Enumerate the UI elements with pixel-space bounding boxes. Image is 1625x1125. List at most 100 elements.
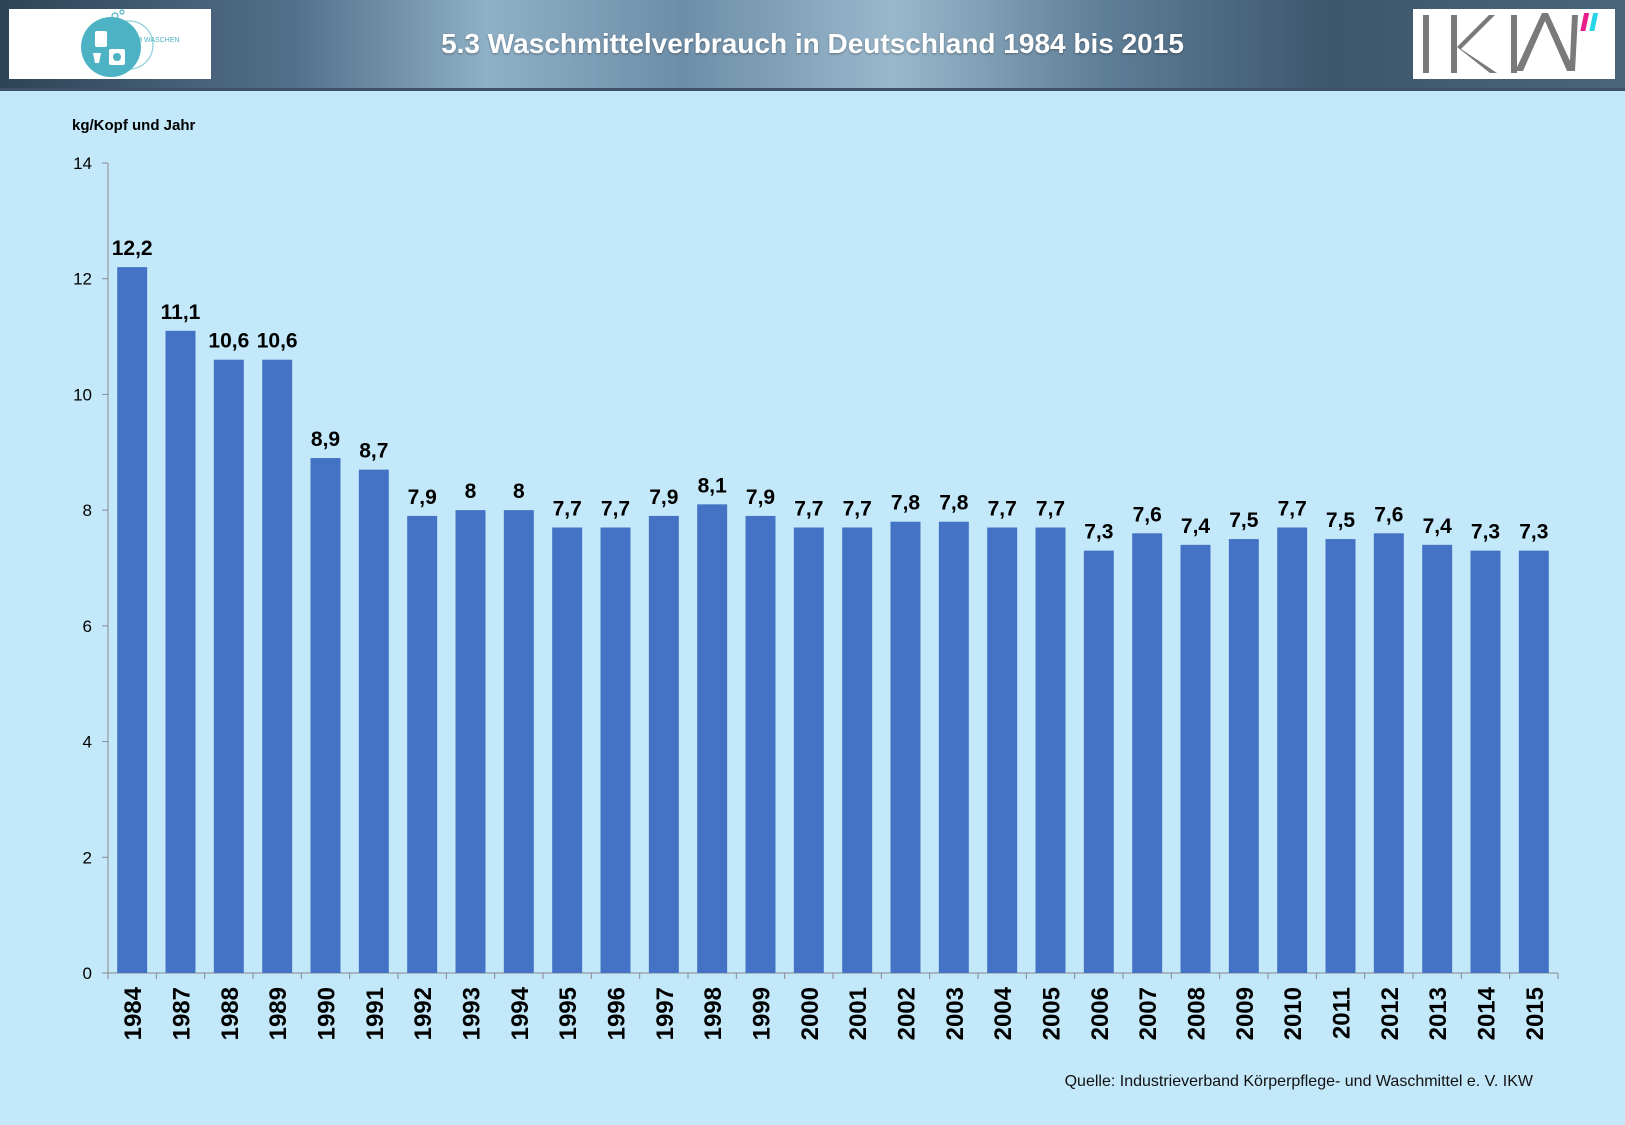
x-tick-label: 2003: [942, 987, 969, 1040]
bar: [987, 527, 1018, 973]
bar-value-label: 7,9: [649, 486, 678, 509]
x-tick-label: 1989: [265, 987, 292, 1040]
y-tick-label: 0: [83, 964, 92, 983]
bar: [1422, 544, 1453, 973]
x-tick-label: 1995: [555, 987, 582, 1040]
bar: [938, 521, 969, 973]
bar: [1083, 550, 1114, 973]
bar-value-label: 7,7: [988, 498, 1017, 521]
bar-value-label: 8: [465, 480, 477, 503]
x-tick-label: 2012: [1377, 987, 1404, 1040]
bar: [1470, 550, 1501, 973]
bar: [1325, 539, 1356, 973]
x-tick-label: 2006: [1087, 987, 1114, 1040]
bar-value-label: 10,6: [208, 330, 249, 353]
bar-value-label: 7,7: [601, 498, 630, 521]
x-tick-label: 1991: [362, 987, 389, 1040]
y-tick-label: 2: [83, 848, 92, 867]
bar-value-label: 8,9: [311, 428, 340, 451]
bar: [213, 359, 244, 973]
ikw-logo: IKW: [1413, 9, 1615, 79]
bar-value-label: 7,5: [1326, 509, 1356, 532]
bar: [310, 458, 341, 974]
bar: [552, 527, 583, 973]
x-tick-label: 1984: [120, 986, 147, 1040]
bar-value-label: 10,6: [257, 330, 298, 353]
y-tick-label: 4: [83, 733, 92, 752]
x-tick-label: 1992: [410, 987, 437, 1040]
bar-value-label: 7,9: [408, 486, 437, 509]
bar-value-label: 7,6: [1374, 503, 1403, 526]
x-tick-label: 1993: [459, 987, 486, 1040]
x-tick-label: 2000: [797, 987, 824, 1040]
bar: [117, 267, 148, 974]
bar: [358, 469, 389, 973]
bar-value-label: 7,7: [843, 498, 872, 521]
bar: [1132, 533, 1163, 973]
bar: [600, 527, 631, 973]
header-banner: [0, 0, 1625, 91]
bar-value-label: 7,7: [794, 498, 823, 521]
bar: [648, 515, 679, 973]
bar-value-label: 7,3: [1084, 521, 1113, 544]
source-note: Quelle: Industrieverband Körperpflege- u…: [1064, 1073, 1533, 1090]
bar: [793, 527, 824, 973]
bar-value-label: 7,8: [939, 492, 969, 515]
x-tick-label: 2015: [1522, 987, 1549, 1040]
bar-value-label: 7,6: [1133, 503, 1162, 526]
x-tick-label: 2014: [1474, 986, 1501, 1040]
x-tick-label: 2007: [1135, 987, 1162, 1040]
x-tick-label: 1996: [604, 987, 631, 1040]
bar-value-label: 8,1: [698, 474, 728, 497]
bar-value-label: 7,8: [891, 492, 921, 515]
x-tick-label: 2009: [1232, 987, 1259, 1040]
bar-value-label: 7,3: [1471, 521, 1500, 544]
bar-value-label: 8,7: [359, 440, 388, 463]
bar: [262, 359, 293, 973]
x-tick-label: 1994: [507, 986, 534, 1040]
x-tick-label: 2001: [845, 987, 872, 1040]
logo-left-text: FORUM WASCHEN: [116, 37, 179, 44]
bar: [697, 504, 728, 973]
bar-value-label: 12,2: [112, 237, 153, 260]
bar: [1373, 533, 1404, 973]
x-tick-label: 2004: [990, 986, 1017, 1040]
bar-value-label: 11,1: [161, 301, 201, 324]
x-tick-label: 2005: [1039, 987, 1066, 1040]
bar: [1035, 527, 1066, 973]
bar-value-label: 7,7: [1036, 498, 1065, 521]
y-tick-label: 10: [73, 385, 92, 404]
x-tick-label: 2010: [1280, 987, 1307, 1040]
x-tick-label: 1990: [314, 987, 341, 1040]
x-tick-label: 2002: [894, 987, 921, 1040]
x-tick-label: 1999: [749, 987, 776, 1040]
bar: [1277, 527, 1308, 973]
x-tick-label: 2008: [1184, 987, 1211, 1040]
bar-value-label: 8: [513, 480, 525, 503]
y-tick-label: 14: [73, 154, 92, 173]
forum-waschen-logo: FORUM WASCHEN: [9, 9, 211, 79]
bar-value-label: 7,9: [746, 486, 775, 509]
bar: [1228, 539, 1259, 973]
bar-value-label: 7,3: [1519, 521, 1548, 544]
bar: [1180, 544, 1211, 973]
x-tick-label: 1987: [169, 987, 196, 1040]
bar: [407, 515, 438, 973]
bar-value-label: 7,4: [1423, 515, 1453, 538]
page-title: 5.3 Waschmittelverbrauch in Deutschland …: [441, 28, 1184, 59]
bar-value-label: 7,7: [553, 498, 582, 521]
bar: [455, 510, 486, 973]
y-tick-label: 8: [83, 501, 92, 520]
bar: [745, 515, 776, 973]
bar: [1518, 550, 1549, 973]
y-tick-label: 6: [83, 617, 92, 636]
bar: [890, 521, 921, 973]
y-tick-label: 12: [73, 270, 92, 289]
x-tick-label: 1998: [700, 987, 727, 1040]
bar: [503, 510, 534, 973]
bar-value-label: 7,4: [1181, 515, 1211, 538]
bar-value-label: 7,5: [1229, 509, 1259, 532]
x-tick-label: 2013: [1425, 987, 1452, 1040]
x-tick-label: 1997: [652, 987, 679, 1040]
